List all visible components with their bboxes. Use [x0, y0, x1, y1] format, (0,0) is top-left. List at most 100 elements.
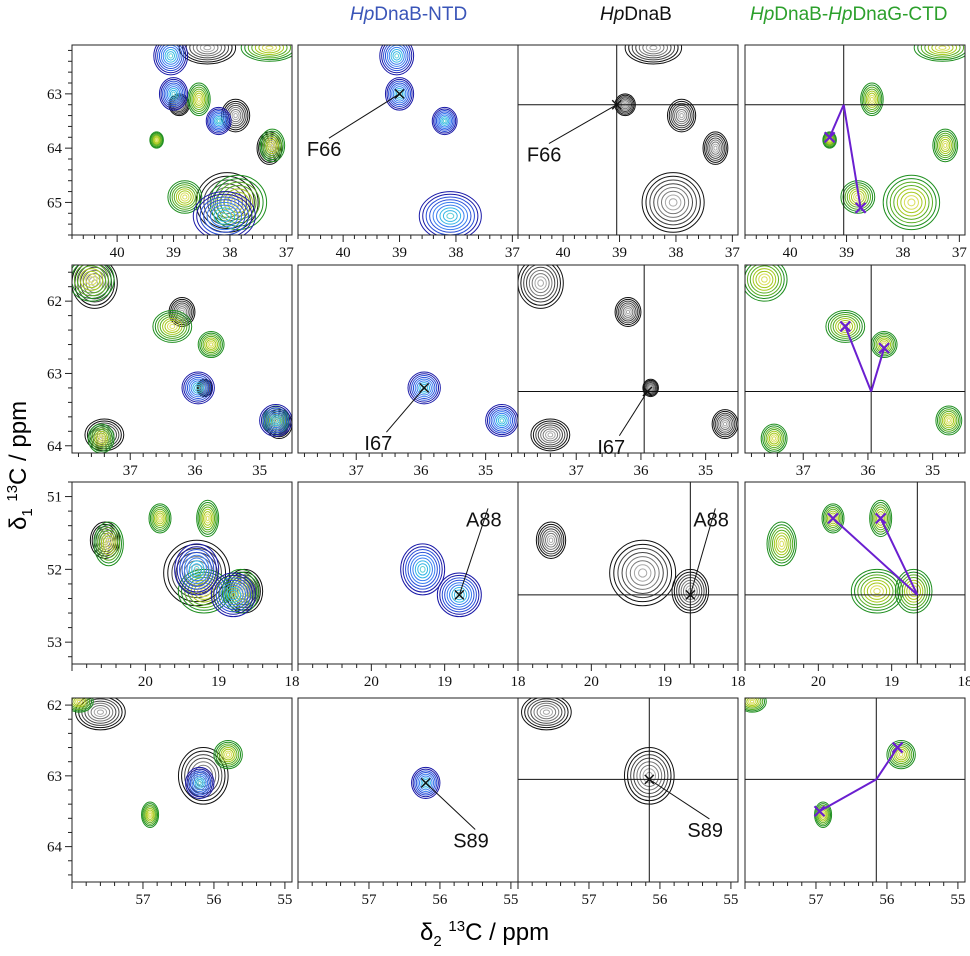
x-tick-label: 56	[206, 892, 222, 908]
contour-line	[411, 375, 438, 401]
y-tick-label: 63	[47, 769, 62, 785]
x-tick-label: 36	[860, 463, 876, 479]
contour-line	[840, 180, 876, 214]
contour-line	[768, 432, 780, 445]
x-tick-label: 37	[123, 463, 139, 479]
contour-line	[486, 405, 517, 436]
contour-line	[638, 45, 668, 57]
contour-line	[94, 430, 109, 447]
spectrum-panel-r1-complex	[745, 45, 965, 235]
connection-line	[828, 104, 845, 138]
spectrum-panel-r2-ntd	[386, 371, 518, 437]
contour-line	[645, 382, 656, 394]
connection-line	[832, 517, 919, 596]
contour-line	[85, 273, 98, 286]
y-tick-label: 63	[47, 87, 62, 103]
contour-line	[149, 505, 171, 532]
spectrum-panel-r1-ntd	[328, 45, 482, 235]
contour-line	[420, 777, 431, 789]
contour-line	[418, 191, 482, 235]
connection-line	[842, 104, 862, 209]
contour-line	[98, 436, 104, 441]
contour-line	[862, 86, 881, 112]
contour-line	[150, 132, 164, 148]
contour-line	[266, 411, 286, 430]
contour-line	[820, 811, 826, 819]
contour-line	[668, 100, 695, 131]
peak-marker-purple	[874, 512, 887, 525]
contour-line	[719, 418, 731, 430]
contour-line	[499, 418, 505, 423]
x-tick-label: 19	[884, 674, 899, 690]
x-tick-label: 56	[879, 892, 895, 908]
contour-line	[635, 45, 672, 59]
contour-line	[234, 579, 255, 603]
contour-line	[213, 207, 236, 225]
contour-line	[527, 698, 566, 726]
contour-line	[98, 529, 119, 559]
x-tick-label: 55	[723, 892, 738, 908]
contour-line	[416, 380, 432, 396]
x-tick-label: 39	[612, 245, 627, 261]
spectrum-panel-r3-full	[518, 482, 738, 664]
contour-line	[943, 142, 948, 148]
contour-line	[422, 193, 479, 235]
contour-line	[388, 80, 412, 108]
peak-marker	[419, 382, 430, 393]
contour-line	[860, 82, 884, 117]
contour-line	[182, 45, 233, 63]
panel-frame	[744, 44, 966, 236]
contour-line	[225, 752, 231, 757]
contour-line	[203, 45, 212, 51]
contour-line	[155, 512, 165, 525]
contour-line	[530, 418, 571, 452]
spectrum-panel-r2-overlay	[72, 265, 292, 453]
x-tick-label: 38	[448, 245, 463, 261]
contour-line	[260, 405, 291, 436]
contour-line	[415, 772, 436, 794]
contour-line	[384, 45, 409, 70]
contour-line	[395, 89, 404, 98]
contour-line	[746, 698, 758, 707]
y-tick-label: 63	[47, 366, 62, 382]
contour-line	[220, 212, 229, 220]
contour-line	[168, 87, 179, 100]
contour-line	[642, 45, 665, 55]
contour-line	[209, 111, 228, 131]
contour-line	[485, 404, 518, 437]
contour-line	[863, 579, 891, 603]
contour-line	[379, 45, 415, 76]
contour-line	[155, 138, 158, 142]
contour-line	[414, 560, 431, 579]
contour-line	[871, 504, 890, 533]
contour-line	[386, 78, 413, 109]
contour-line	[421, 385, 427, 391]
contour-line	[187, 82, 211, 117]
y-tick-label: 52	[47, 562, 62, 578]
contour-line	[194, 383, 203, 392]
contour-line	[405, 549, 441, 590]
contour-line	[432, 201, 469, 231]
contour-line	[624, 307, 632, 317]
contour-line	[830, 314, 861, 339]
x-tick-label: 57	[808, 892, 824, 908]
contour-line	[777, 537, 786, 550]
x-tick-label: 57	[581, 892, 597, 908]
contour-line	[409, 554, 436, 585]
peak-marker-purple	[854, 202, 867, 214]
contour-line	[535, 521, 567, 559]
x-tick-label: 40	[110, 245, 125, 261]
contour-line	[220, 582, 247, 608]
contour-line	[539, 526, 563, 555]
x-tick-label: 20	[811, 674, 826, 690]
contour-line	[762, 425, 786, 452]
contour-line	[200, 334, 222, 355]
contour-line	[901, 577, 926, 606]
contour-line	[446, 212, 455, 220]
contour-line	[877, 513, 884, 524]
contour-line	[829, 514, 837, 523]
peak-label: S89	[453, 831, 489, 853]
contour-line	[233, 113, 238, 119]
contour-line	[189, 86, 208, 112]
contour-line	[708, 139, 723, 157]
